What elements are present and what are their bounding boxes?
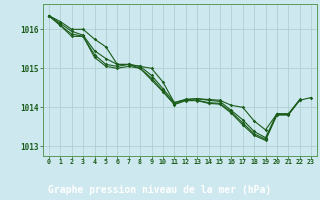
- Text: Graphe pression niveau de la mer (hPa): Graphe pression niveau de la mer (hPa): [48, 185, 272, 195]
